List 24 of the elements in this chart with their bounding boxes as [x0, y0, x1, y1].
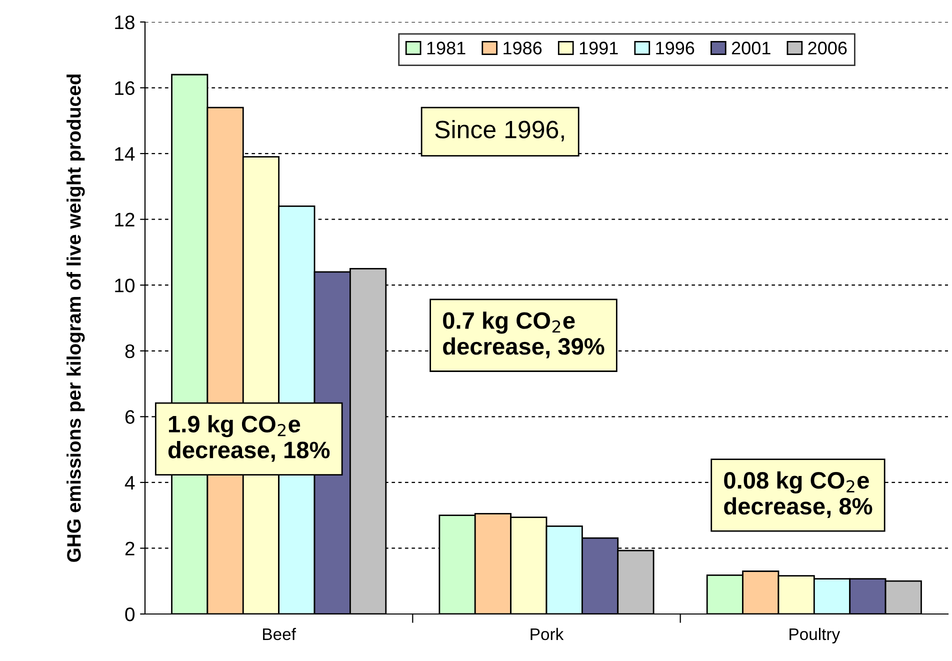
y-tick-label: 4 [124, 476, 135, 490]
y-tick-label: 18 [115, 15, 134, 30]
y-tick-label: 2 [125, 542, 134, 556]
y-tick-label: 6 [125, 410, 134, 424]
annotation: Since 1996, [435, 120, 564, 142]
y-tick-label: 0 [125, 607, 135, 622]
y-axis-title: GHG emissions per kilogram of live weight produced [66, 74, 85, 562]
legend-label: 1991 [580, 42, 618, 54]
legend-label: 1981 [427, 42, 466, 54]
legend-label: 1996 [656, 42, 694, 54]
annotation: 0.7 kg CO$_{2}$e decrease, 39% [443, 312, 604, 358]
legend-label: 1986 [504, 42, 542, 54]
legend-label: 2001 [732, 42, 770, 54]
x-tick-label: Poultry [790, 628, 840, 644]
y-tick-label: 16 [115, 81, 134, 96]
y-tick-label: 10 [115, 278, 135, 292]
y-tick-label: 12 [115, 212, 134, 226]
x-tick-label: Pork [530, 628, 564, 640]
annotation: 0.08 kg CO$_{2}$e decrease, 8% [724, 471, 872, 518]
annotation: 1.9 kg CO$_{2}$e decrease, 18% [168, 415, 330, 462]
legend-label: 2006 [808, 42, 847, 54]
y-tick-label: 8 [125, 344, 134, 358]
y-tick-label: 14 [115, 147, 135, 161]
x-tick-label: Beef [263, 628, 296, 640]
